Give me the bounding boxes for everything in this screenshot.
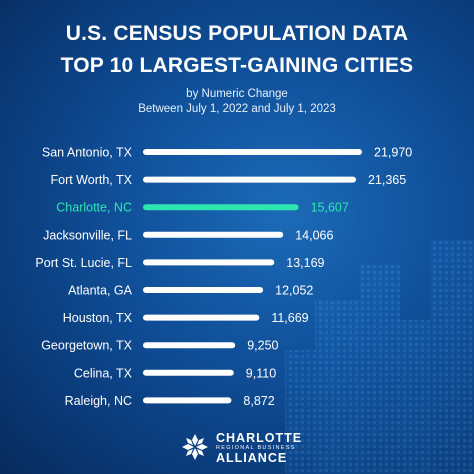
category-label: Houston, TX bbox=[63, 311, 133, 325]
chart-subtitle-line1: by Numeric Change bbox=[186, 88, 288, 100]
logo-text-regional-business: REGIONAL BUSINESS bbox=[216, 445, 296, 451]
logo-text-alliance: ALLIANCE bbox=[216, 451, 288, 465]
category-label: Jacksonville, FL bbox=[43, 228, 132, 242]
bar bbox=[143, 342, 236, 349]
chart-title-line2: TOP 10 LARGEST-GAINING CITIES bbox=[60, 54, 414, 77]
bar bbox=[143, 314, 260, 321]
value-label: 9,110 bbox=[246, 366, 276, 380]
logo-text-charlotte: CHARLOTTE bbox=[216, 431, 303, 445]
value-label: 12,052 bbox=[275, 284, 313, 298]
value-label: 9,250 bbox=[247, 339, 278, 353]
value-label: 21,365 bbox=[368, 173, 406, 187]
bar bbox=[143, 231, 284, 238]
bar bbox=[143, 287, 264, 293]
value-label: 21,970 bbox=[374, 146, 412, 160]
category-label: Celina, TX bbox=[74, 366, 133, 380]
chart-title-line1: U.S. CENSUS POPULATION DATA bbox=[65, 22, 409, 45]
category-label: Georgetown, TX bbox=[41, 339, 132, 353]
bar bbox=[143, 259, 275, 266]
value-label: 13,169 bbox=[286, 256, 324, 270]
bar bbox=[143, 397, 232, 404]
category-label: Atlanta, GA bbox=[68, 284, 133, 298]
charlotte-crown-icon bbox=[182, 434, 208, 460]
bar bbox=[143, 176, 356, 183]
value-label: 8,872 bbox=[243, 394, 274, 408]
category-label: San Antonio, TX bbox=[42, 146, 133, 160]
chart-subtitle-line2: Between July 1, 2022 and July 1, 2023 bbox=[138, 103, 336, 115]
value-label: 15,607 bbox=[311, 201, 349, 215]
category-label: Fort Worth, TX bbox=[50, 173, 132, 187]
bar bbox=[143, 369, 234, 376]
category-label: Raleigh, NC bbox=[65, 394, 132, 408]
alliance-logo: CHARLOTTE REGIONAL BUSINESS ALLIANCE bbox=[180, 430, 320, 465]
category-label: Charlotte, NC bbox=[56, 201, 132, 215]
value-label: 14,066 bbox=[295, 228, 333, 242]
value-label: 11,669 bbox=[271, 311, 308, 325]
category-label: Port St. Lucie, FL bbox=[35, 256, 132, 270]
bar bbox=[143, 149, 362, 155]
bar bbox=[143, 204, 299, 211]
